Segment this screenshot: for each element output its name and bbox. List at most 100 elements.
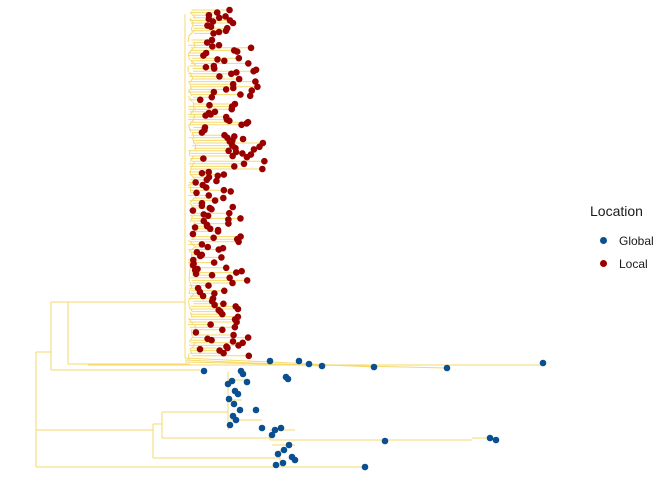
branch (189, 215, 193, 223)
branch (191, 131, 195, 139)
global-tip (539, 359, 547, 367)
local-tip (247, 44, 255, 52)
local-tip (211, 197, 219, 204)
local-tip (192, 179, 199, 186)
global-tip (279, 459, 287, 467)
local-tip (215, 14, 223, 22)
local-tip (229, 152, 236, 160)
branch (189, 167, 192, 175)
local-tip (226, 274, 233, 282)
branch (188, 299, 190, 307)
global-tip (305, 360, 313, 368)
global-tip (243, 378, 251, 386)
global-tip (277, 424, 285, 432)
branch (193, 41, 196, 49)
local-tip (226, 6, 233, 14)
local-tip (198, 241, 206, 248)
local-tip (245, 60, 252, 67)
local-tip (240, 160, 248, 168)
branch (190, 311, 193, 319)
local-tip (225, 220, 232, 227)
local-tip (227, 188, 235, 195)
local-tip (208, 205, 215, 213)
branch (194, 143, 197, 151)
local-tip (207, 23, 215, 31)
local-tip (234, 305, 242, 313)
branch (188, 77, 194, 85)
legend-item-global: Global (590, 229, 670, 252)
local-tip (229, 279, 236, 287)
local-tip (238, 267, 245, 275)
local-tip (204, 243, 212, 251)
global-tip (291, 456, 299, 464)
local-tip (222, 13, 229, 20)
legend-label-global: Global (619, 233, 654, 248)
branch (189, 71, 193, 79)
global-tip (486, 434, 494, 442)
local-tip (235, 75, 243, 83)
global-tip (266, 357, 274, 365)
local-tip (220, 171, 228, 178)
local-tip (206, 101, 213, 109)
local-tip (220, 57, 228, 65)
local-tip (239, 135, 247, 143)
local-tip (215, 246, 223, 253)
local-tip (248, 87, 256, 94)
branch (187, 95, 193, 103)
global-tip (230, 400, 238, 408)
local-tip (220, 194, 227, 202)
local-tip (205, 282, 212, 289)
local-tip (213, 177, 220, 185)
branch (187, 239, 195, 247)
branch (189, 17, 195, 25)
local-tip (214, 228, 222, 235)
local-tip (210, 88, 218, 96)
global-tip (284, 375, 292, 383)
local-tip (198, 169, 206, 177)
local-tip (259, 165, 266, 173)
local-tip (215, 28, 223, 36)
local-tip (193, 189, 200, 197)
local-tip (202, 184, 210, 191)
local-tip (203, 39, 211, 46)
local-tip (228, 105, 236, 113)
legend: Location Global Local (590, 203, 670, 275)
local-tip (210, 259, 218, 266)
branch (187, 35, 190, 43)
branch (188, 245, 197, 253)
global-tip (295, 357, 303, 365)
local-tip (205, 168, 213, 176)
local-tip (235, 54, 243, 62)
local-tip (244, 334, 252, 341)
branch (194, 323, 197, 331)
local-tip (229, 338, 237, 345)
local-tip (231, 323, 239, 331)
local-tip (210, 30, 217, 37)
local-tip (233, 269, 240, 276)
local-tip (189, 230, 197, 238)
branch (188, 335, 194, 343)
global-tip (443, 364, 451, 372)
branch (188, 29, 196, 37)
branch (189, 155, 194, 163)
global-tip (492, 436, 500, 444)
local-tip (208, 336, 215, 344)
global-tip (318, 362, 326, 370)
local-tip (196, 252, 204, 260)
local-tip (210, 65, 218, 72)
local-tip (237, 215, 244, 222)
local-tip (214, 172, 222, 180)
branch (188, 89, 193, 97)
global-tip (361, 463, 369, 471)
local-tip (225, 147, 232, 155)
local-tip (233, 48, 241, 55)
local-tip (192, 329, 200, 336)
local-tip (235, 238, 242, 246)
local-tip (203, 176, 211, 184)
branch (189, 59, 197, 67)
branch (190, 329, 193, 337)
local-tip (202, 63, 210, 71)
tree-tips (189, 6, 547, 471)
local-tip (233, 69, 240, 76)
local-tip (256, 143, 263, 151)
